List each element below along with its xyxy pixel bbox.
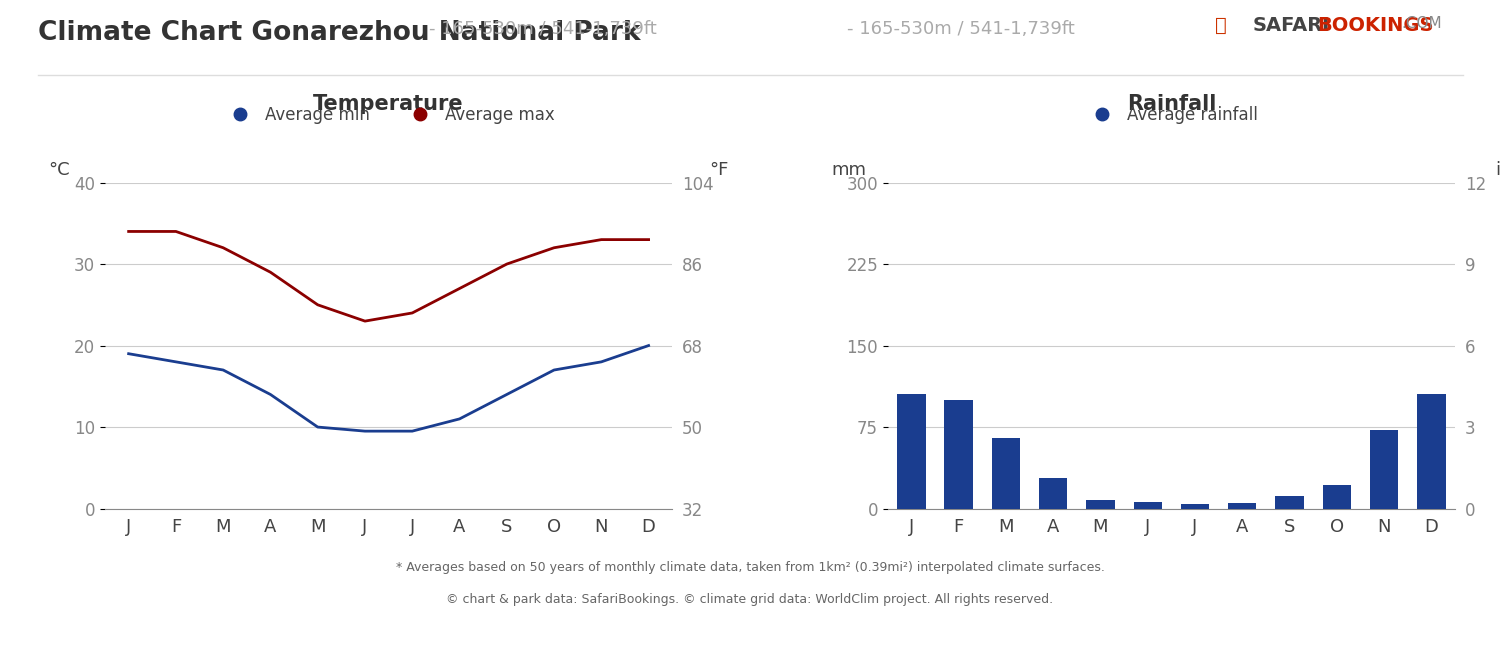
- Bar: [1180, 504, 1209, 509]
- Text: .COM: .COM: [1401, 16, 1441, 31]
- Title: Temperature: Temperature: [314, 95, 464, 114]
- Text: - 165-530m / 541-1,739ft: - 165-530m / 541-1,739ft: [38, 20, 657, 38]
- Bar: [1134, 502, 1162, 509]
- Legend: Average min, Average max: Average min, Average max: [216, 100, 561, 131]
- Text: Climate Chart Gonarezhou National Park: Climate Chart Gonarezhou National Park: [38, 20, 640, 46]
- Text: SAFARI: SAFARI: [1252, 16, 1330, 35]
- Text: - 165-530m / 541-1,739ft: - 165-530m / 541-1,739ft: [847, 20, 1076, 38]
- Bar: [1040, 478, 1068, 509]
- Text: BOOKINGS: BOOKINGS: [1317, 16, 1434, 35]
- Bar: [897, 394, 926, 509]
- Text: in: in: [1496, 161, 1500, 179]
- Bar: [1275, 496, 1304, 509]
- Legend: Average rainfall: Average rainfall: [1078, 100, 1264, 131]
- Bar: [1086, 500, 1114, 509]
- Bar: [1418, 394, 1446, 509]
- Bar: [1323, 484, 1352, 509]
- Title: Rainfall: Rainfall: [1126, 95, 1216, 114]
- Bar: [1370, 430, 1398, 509]
- Text: * Averages based on 50 years of monthly climate data, taken from 1km² (0.39mi²) : * Averages based on 50 years of monthly …: [396, 561, 1104, 574]
- Text: °C: °C: [48, 161, 70, 179]
- Text: mm: mm: [831, 161, 866, 179]
- Text: © chart & park data: SafariBookings. © climate grid data: WorldClim project. All: © chart & park data: SafariBookings. © c…: [447, 593, 1053, 606]
- Bar: [1228, 503, 1257, 509]
- Bar: [945, 400, 974, 509]
- Text: °F: °F: [710, 161, 729, 179]
- Bar: [992, 438, 1020, 509]
- Text: 🔥: 🔥: [1215, 16, 1227, 35]
